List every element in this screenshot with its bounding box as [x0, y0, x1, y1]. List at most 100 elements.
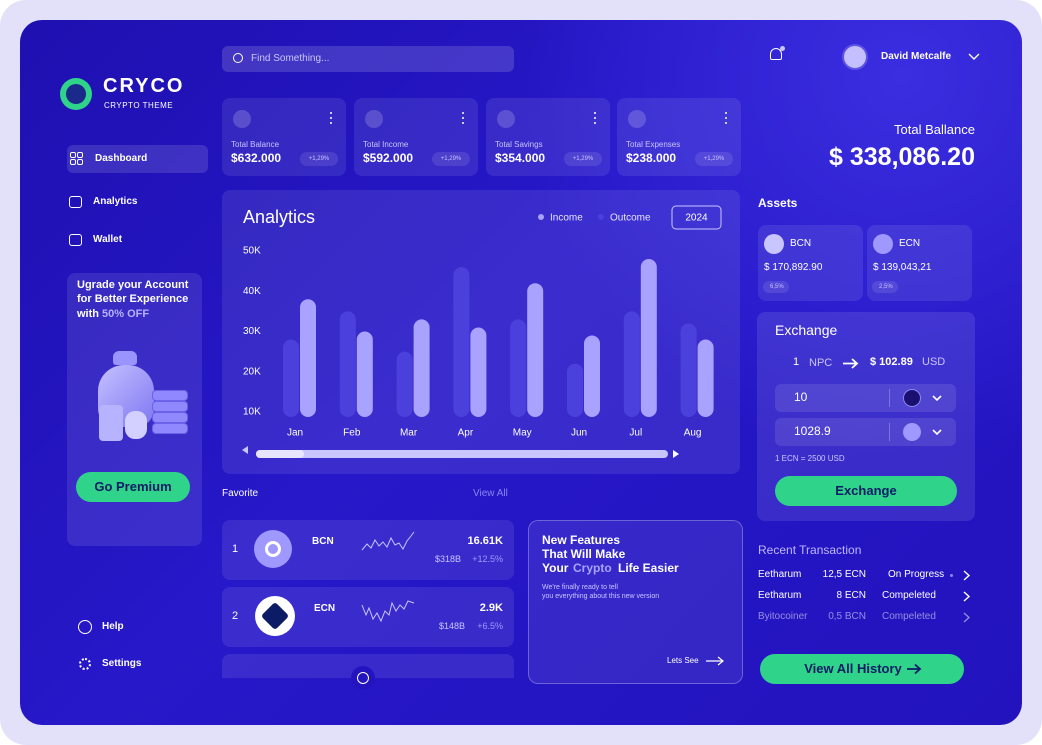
analytics-chart: Analytics Income Outcome 2024 50K 40K 30K 20K 10…: [242, 205, 722, 458]
news-title: New Features: [542, 533, 621, 548]
premium-button[interactable]: [76, 472, 190, 502]
y-tick-label: 40K: [243, 286, 261, 297]
chevron: [968, 53, 980, 60]
exchange-from-amount: 1: [793, 355, 800, 368]
nav-icon: [70, 152, 76, 158]
bar: [584, 335, 600, 417]
x-tick-label: Jul: [629, 428, 642, 439]
illustration: [125, 411, 147, 439]
menu-dot: [724, 116, 728, 120]
menu-dot: [461, 111, 465, 115]
scroll-track: [256, 450, 668, 458]
search-bar[interactable]: [222, 46, 514, 72]
divider: [889, 389, 890, 407]
stat-icon: [365, 110, 383, 128]
currency-icon: [903, 423, 921, 441]
bar: [697, 339, 714, 417]
menu-dot: [593, 111, 597, 115]
stat-label: Total Balance: [231, 139, 280, 149]
status-dot: [949, 573, 953, 577]
nav-item[interactable]: Settings: [102, 657, 142, 669]
legend-marker: [598, 214, 604, 220]
news-title: Life Easier: [618, 561, 679, 576]
view-history-label[interactable]: View All History: [804, 660, 902, 676]
sparkline: [361, 600, 415, 623]
coin-icon-mark: [265, 541, 281, 557]
legend-label: Outcome: [610, 213, 651, 224]
nav-icon: [77, 159, 83, 165]
sparkline: [361, 531, 415, 551]
arrow-icon: [843, 358, 859, 369]
scroll-left: [242, 446, 248, 454]
y-tick-label: 30K: [243, 326, 261, 337]
year-filter-label: 2024: [685, 213, 708, 224]
exchange-input-value[interactable]: 1028.9: [794, 424, 831, 439]
exchange-note: 1 ECN = 2500 USD: [775, 453, 845, 463]
menu-dot: [593, 121, 597, 125]
view-all-link[interactable]: View All: [473, 487, 508, 499]
favorite-cap: $148B: [438, 621, 465, 632]
arrow-path: [706, 656, 724, 666]
menu-dot: [329, 116, 333, 120]
scroll-right: [673, 450, 679, 458]
exchange-button[interactable]: [775, 476, 957, 506]
nav-item[interactable]: Dashboard: [95, 152, 148, 164]
arrow-path: [843, 358, 859, 369]
stat-change-pill: [695, 152, 733, 166]
brand-tagline: CRYPTO THEME: [104, 100, 174, 110]
favorite-value: 2.9K: [479, 601, 503, 614]
illustration: [152, 412, 188, 423]
x-tick-label: May: [513, 428, 532, 439]
nav-item[interactable]: Wallet: [93, 233, 123, 245]
x-tick-label: Feb: [343, 428, 361, 439]
favorite-change: +12.5%: [472, 554, 503, 565]
asset-symbol: ECN: [899, 237, 921, 249]
news-title: That Will Make: [542, 547, 626, 562]
news-description: you everything about this new version: [542, 593, 660, 601]
chevron: [963, 570, 971, 581]
user-name[interactable]: David Metcalfe: [881, 50, 952, 62]
stat-icon: [628, 110, 646, 128]
illustration: [152, 401, 188, 412]
exchange-input[interactable]: [775, 418, 956, 446]
chevron: [932, 395, 942, 402]
sparkline-path: [361, 600, 415, 623]
stat-icon: [233, 110, 251, 128]
promo-highlight: 50% OFF: [102, 307, 150, 320]
bar: [623, 311, 640, 417]
news-link[interactable]: Lets See: [667, 655, 699, 665]
stat-value: $354.000: [495, 151, 546, 166]
bell-icon[interactable]: [770, 48, 782, 60]
sparkline-path: [361, 531, 415, 551]
exchange-input-value[interactable]: 10: [794, 390, 808, 405]
currency-icon: [903, 389, 921, 407]
exchange-button-label[interactable]: Exchange: [835, 482, 897, 498]
favorite-rank: 1: [232, 542, 239, 555]
search-placeholder[interactable]: Find Something...: [251, 52, 330, 64]
nav-item[interactable]: Analytics: [93, 195, 138, 207]
bar: [680, 323, 697, 417]
nav-active-bg[interactable]: [67, 145, 208, 173]
transaction-name: Byitocoiner: [758, 610, 808, 622]
news-highlight: Crypto: [573, 561, 612, 576]
premium-button-label[interactable]: Go Premium: [94, 478, 172, 494]
brand-name: CRYCO: [103, 75, 185, 97]
logo-icon-core: [66, 84, 86, 104]
exchange-from-unit: NPC: [809, 356, 833, 369]
asset-change: 2,5%: [879, 283, 893, 290]
x-tick-label: Apr: [458, 428, 474, 439]
view-history-button[interactable]: [760, 654, 964, 684]
favorite-rank: 2: [232, 609, 239, 622]
exchange-input[interactable]: [775, 384, 956, 412]
nav-icon: [69, 196, 82, 208]
chevron-right: [963, 591, 971, 602]
favorite-symbol: BCN: [312, 535, 334, 547]
illustration: [99, 405, 123, 441]
asset-change-pill: [763, 281, 789, 293]
total-balance-label: Total Ballance: [894, 121, 975, 137]
divider: [889, 423, 890, 441]
nav-item[interactable]: Help: [102, 620, 124, 632]
stat-change: +1,29%: [572, 155, 594, 162]
news-title: Your: [542, 561, 569, 576]
